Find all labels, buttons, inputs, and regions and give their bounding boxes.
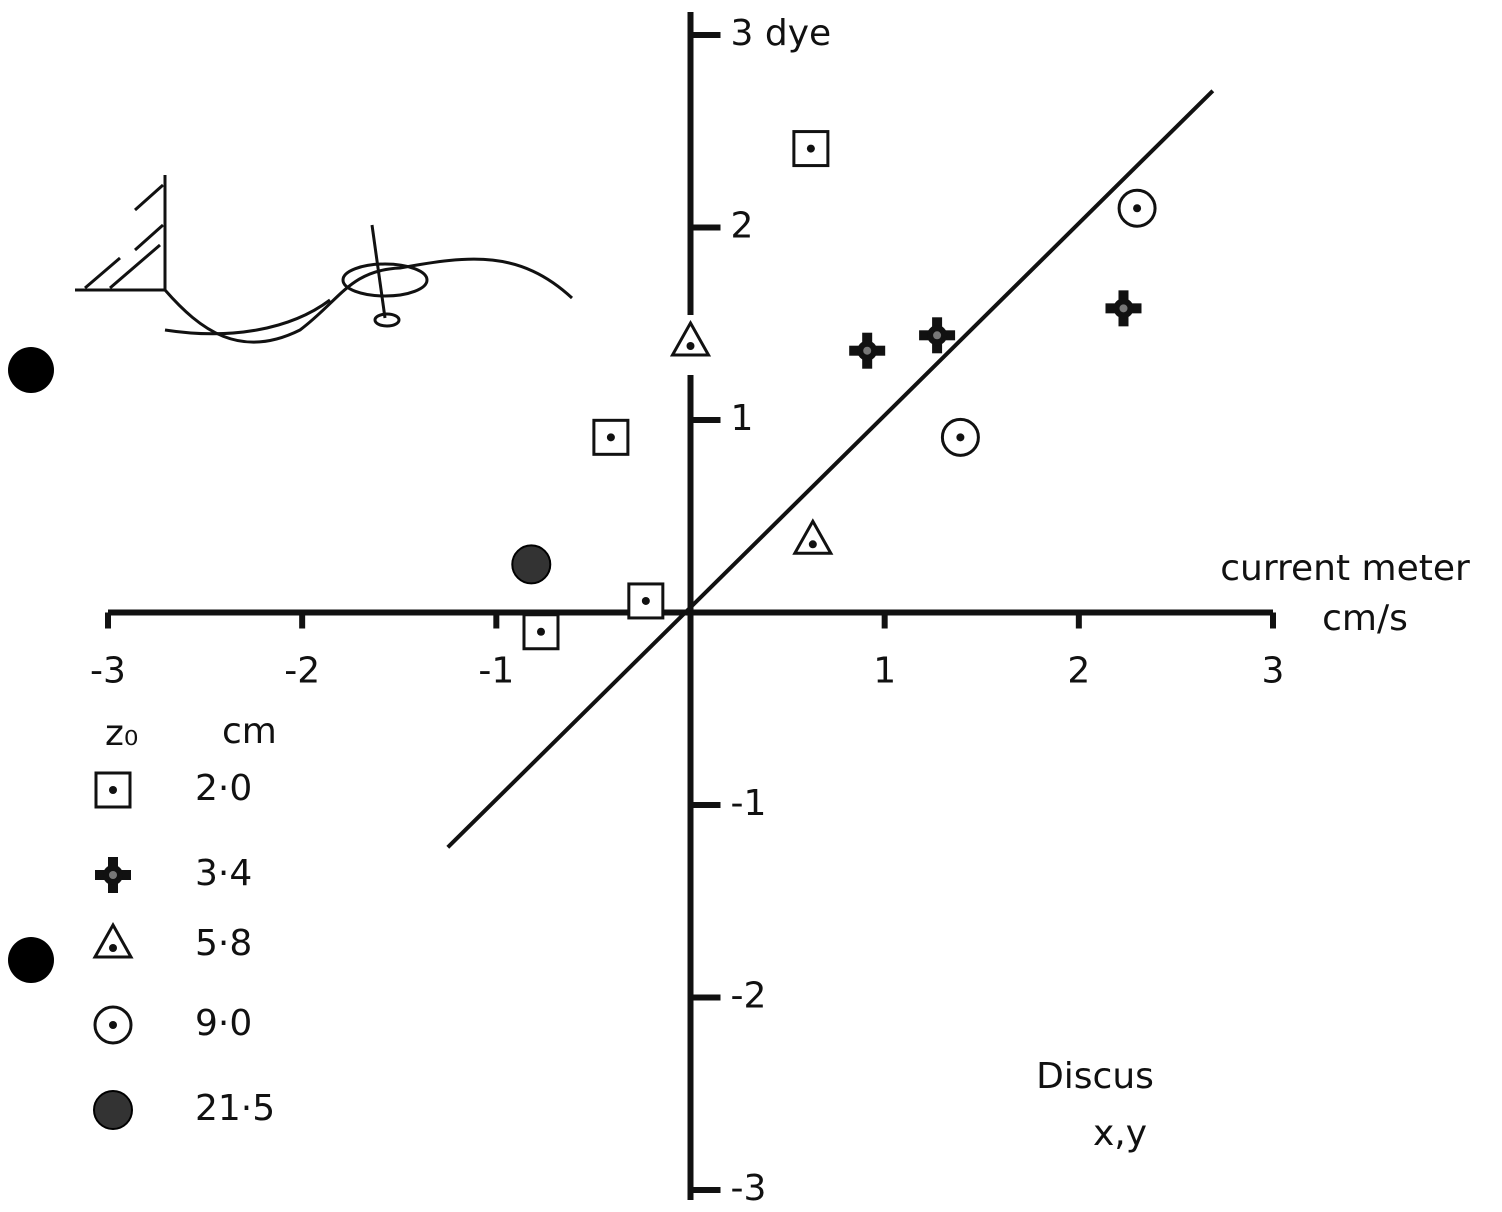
- point: [940, 417, 980, 457]
- marker-shape: [669, 319, 712, 357]
- legend-label: 3·4: [195, 853, 252, 894]
- point: [669, 319, 712, 357]
- point: [792, 130, 830, 168]
- punch-hole: [8, 347, 54, 393]
- legend-marker: [93, 1090, 133, 1130]
- marker-dot: [536, 627, 545, 636]
- marker-dot: [109, 1021, 117, 1029]
- legend-label: 2·0: [195, 768, 252, 809]
- legend-title: z₀: [105, 713, 138, 754]
- point: [592, 418, 630, 456]
- marker-shape: [93, 1090, 133, 1130]
- marker-shape: [511, 544, 552, 585]
- x-tick-label: -2: [284, 651, 320, 692]
- marker-dot: [863, 346, 872, 355]
- legend-label: 9·0: [195, 1003, 252, 1044]
- legend-marker: [93, 1005, 133, 1045]
- marker-dot: [606, 433, 615, 442]
- x-tick-label: 1: [873, 651, 896, 692]
- y-tick-label: -3: [731, 1168, 767, 1209]
- marker-dot: [808, 540, 817, 549]
- marker-shape: [92, 921, 134, 959]
- reference-line: [446, 89, 1215, 849]
- marker-dot: [933, 331, 942, 340]
- marker-dot: [956, 433, 965, 442]
- legend-label: 5·8: [195, 923, 252, 964]
- point: [1105, 290, 1142, 327]
- x-axis-unit: cm/s: [1322, 598, 1408, 639]
- point: [522, 613, 560, 651]
- legend-marker: [92, 921, 134, 959]
- annotation: Discus: [1036, 1056, 1154, 1097]
- y-tick-label: 2: [731, 206, 754, 247]
- marker-dot: [641, 596, 650, 605]
- x-axis-label: current meter: [1220, 548, 1470, 589]
- marker-dot: [109, 871, 117, 879]
- point: [511, 544, 552, 585]
- marker-shape: [522, 613, 560, 651]
- legend-label: 21·5: [195, 1088, 275, 1129]
- y-tick-label: 3 dye: [731, 13, 832, 54]
- point: [849, 332, 886, 369]
- marker-dot: [686, 342, 695, 350]
- marker-dot: [109, 786, 117, 794]
- marker-dot: [806, 144, 815, 153]
- annotation: x,y: [1093, 1113, 1147, 1154]
- y-tick-label: -2: [731, 976, 767, 1017]
- point: [792, 518, 834, 555]
- x-tick-label: 3: [1262, 651, 1285, 692]
- marker-shape: [792, 518, 834, 555]
- point: [1117, 188, 1157, 228]
- x-tick-label: -1: [478, 651, 514, 692]
- y-tick-label: -1: [731, 783, 767, 824]
- marker-dot: [109, 944, 117, 952]
- y-tick-label: 1: [731, 398, 754, 439]
- legend-marker: [94, 771, 132, 809]
- point: [627, 582, 665, 620]
- sketch: [75, 175, 574, 344]
- x-tick-label: -3: [90, 651, 126, 692]
- x-tick-label: 2: [1067, 651, 1090, 692]
- point: [919, 317, 956, 354]
- legend-title: cm: [222, 711, 277, 752]
- punch-hole: [8, 937, 54, 983]
- marker-dot: [1133, 204, 1142, 213]
- legend-marker: [95, 857, 131, 893]
- marker-dot: [1119, 304, 1128, 313]
